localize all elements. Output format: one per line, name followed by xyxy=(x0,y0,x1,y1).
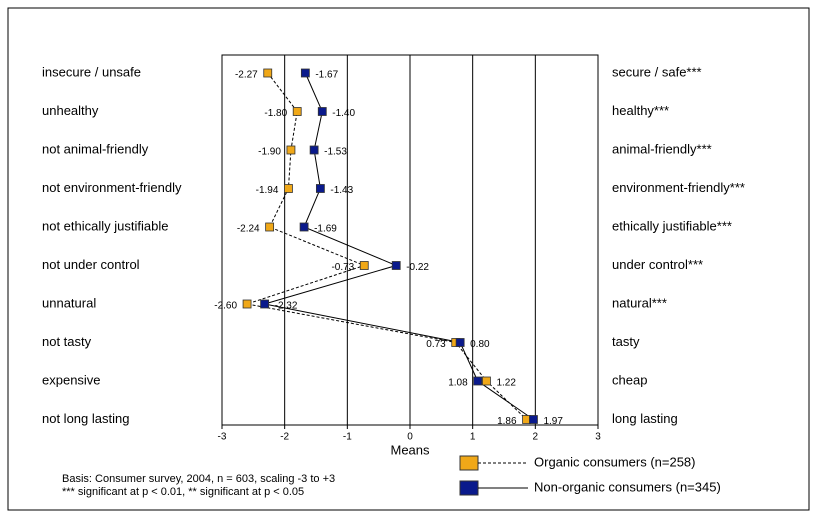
marker xyxy=(265,222,275,232)
marker xyxy=(359,261,369,270)
marker xyxy=(292,107,302,116)
value-label: -1.80 xyxy=(264,108,287,119)
x-tick-label: -2 xyxy=(280,432,289,443)
value-label: 1.08 xyxy=(448,378,468,389)
x-tick-label: 1 xyxy=(470,432,476,443)
left-label: not tasty xyxy=(42,334,92,349)
left-label: unnatural xyxy=(42,295,96,310)
x-tick-label: -3 xyxy=(218,432,227,443)
right-label: animal-friendly*** xyxy=(612,141,712,156)
right-label: cheap xyxy=(612,372,647,387)
value-label: -1.53 xyxy=(324,147,347,158)
left-label: insecure / unsafe xyxy=(42,64,141,79)
marker xyxy=(284,184,293,193)
x-tick-label: 0 xyxy=(407,432,413,443)
note: *** significant at p < 0.01, ** signific… xyxy=(62,486,304,498)
marker xyxy=(455,338,465,347)
value-label: -0.73 xyxy=(331,262,354,273)
right-label: secure / safe*** xyxy=(612,64,702,79)
right-label: natural*** xyxy=(612,295,667,310)
value-label: 1.22 xyxy=(496,378,516,389)
left-label: not animal-friendly xyxy=(42,141,149,156)
marker xyxy=(300,68,310,78)
marker xyxy=(482,376,491,386)
marker xyxy=(309,145,319,155)
right-label: long lasting xyxy=(612,411,678,426)
value-label: -1.69 xyxy=(314,224,337,235)
value-label: -1.43 xyxy=(330,185,353,196)
note: Basis: Consumer survey, 2004, n = 603, s… xyxy=(62,473,335,485)
series-line xyxy=(264,72,534,420)
value-label: -2.27 xyxy=(235,70,258,81)
marker xyxy=(242,299,252,309)
right-label: under control*** xyxy=(612,257,703,272)
x-tick-label: 2 xyxy=(533,432,539,443)
legend-marker xyxy=(459,455,479,471)
marker xyxy=(286,145,296,155)
right-label: tasty xyxy=(612,334,640,349)
marker xyxy=(529,415,538,424)
value-label: -0.22 xyxy=(406,262,429,273)
legend-label: Non-organic consumers (n=345) xyxy=(534,479,721,494)
left-label: not environment-friendly xyxy=(42,180,182,195)
left-label: not under control xyxy=(42,257,140,272)
x-axis-label: Means xyxy=(390,442,430,457)
value-label: -1.94 xyxy=(256,185,279,196)
marker xyxy=(263,68,273,78)
value-label: -1.40 xyxy=(332,108,355,119)
value-label: 1.97 xyxy=(543,416,563,427)
marker xyxy=(260,299,270,309)
value-label: 1.86 xyxy=(497,416,517,427)
left-label: unhealthy xyxy=(42,103,99,118)
marker xyxy=(473,376,483,386)
left-label: not long lasting xyxy=(42,411,129,426)
value-label: 0.80 xyxy=(470,339,490,350)
marker xyxy=(299,222,309,232)
value-label: -1.67 xyxy=(315,70,338,81)
right-label: healthy*** xyxy=(612,103,669,118)
legend-label: Organic consumers (n=258) xyxy=(534,454,696,469)
x-tick-label: -1 xyxy=(343,432,352,443)
marker xyxy=(391,261,401,270)
value-label: -2.32 xyxy=(275,301,298,312)
marker xyxy=(315,184,325,193)
value-label: -1.90 xyxy=(258,147,281,158)
right-label: environment-friendly*** xyxy=(612,180,745,195)
series-line xyxy=(246,72,527,420)
value-label: -2.60 xyxy=(214,301,237,312)
value-label: -2.24 xyxy=(237,224,260,235)
left-label: expensive xyxy=(42,372,101,387)
x-tick-label: 3 xyxy=(595,432,601,443)
marker xyxy=(317,107,327,116)
left-label: not ethically justifiable xyxy=(42,218,168,233)
frame xyxy=(7,7,810,511)
value-label: 0.73 xyxy=(426,339,446,350)
legend-marker xyxy=(459,480,479,496)
right-label: ethically justifiable*** xyxy=(612,218,732,233)
